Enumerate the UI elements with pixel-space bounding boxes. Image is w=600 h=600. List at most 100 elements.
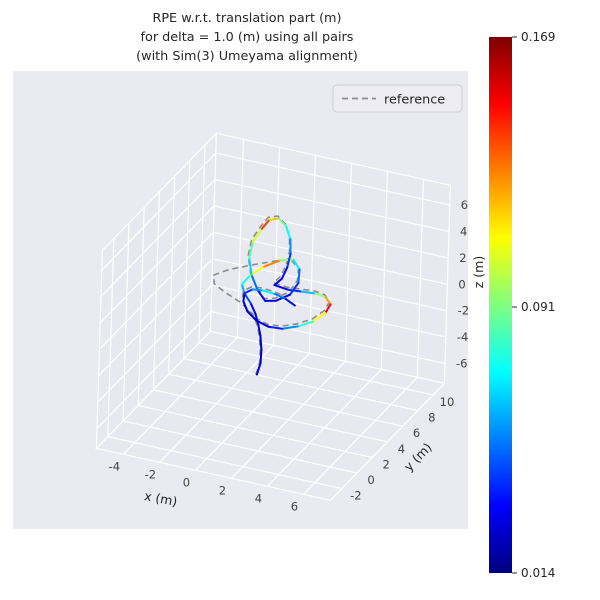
grid-line-x [266,171,388,487]
trajectory-segment [242,292,246,303]
trajectory-segment [281,325,299,330]
z-tick-label: -4 [457,330,468,344]
grid-line-y [137,207,373,458]
colorbar-bar [489,37,512,573]
grid-line-y [167,176,403,427]
grid-line-z [97,284,446,403]
x-tick-label: -4 [109,459,120,473]
trajectory-segment [267,325,284,330]
trajectory-segment [277,217,288,228]
grid-line-x [302,179,424,495]
z-tick-label: 2 [459,251,466,265]
grid-line-z [98,231,448,350]
trajectory-segment [248,257,253,277]
z-tick-label: -2 [458,304,469,318]
trajectory-segment [300,290,317,295]
trajectory-segment [273,284,289,291]
legend-reference-label: reference [384,93,445,108]
y-tick-label: 6 [413,426,420,440]
z-tick-label: 0 [458,277,465,291]
trajectory-segment [256,289,267,302]
grid-line-z [98,258,447,377]
trajectory-segment [286,252,292,269]
trajectory-segment [243,292,252,304]
y-tick-label: 2 [383,457,390,471]
trajectory-segment [284,298,296,307]
trajectory-segment [259,334,263,351]
y-tick-label: 4 [398,442,405,456]
colorbar-tick-label-mid: 0.091 [521,300,555,314]
z-tick-label: -6 [456,357,467,371]
grid-line-z [101,152,450,271]
trajectory-segment [249,302,257,316]
grid-line-x [230,163,352,479]
legend: reference [332,84,463,113]
x-tick-label: 6 [291,499,298,513]
trajectory-segment [285,225,292,241]
trajectory-segment [248,241,254,260]
chart-title-line-3: (with Sim(3) Umeyama alignment) [136,49,358,64]
y-tick-label: 10 [440,395,455,409]
x-tick-label: 4 [255,491,262,505]
colorbar-tick-label-max: 0.169 [521,30,555,44]
trajectory-segment [280,266,289,280]
colorbar: 0.169 0.091 0.014 [489,30,555,580]
trajectory-segment [249,265,266,277]
trajectory-segment [268,217,280,221]
z-axis-label: z (m) [471,256,486,288]
trajectory-segment [292,258,301,271]
trajectory-segment [314,292,327,299]
trajectory-segment [255,361,262,376]
trajectory-segment [255,319,270,328]
trajectory-segment [274,293,287,300]
chart-title: RPE w.r.t. translation part (m) for delt… [136,11,358,64]
trajectory-segment [246,310,258,322]
trajectory-segment [287,288,303,293]
y-tick-label: 0 [367,473,374,487]
trajectory-segment [260,218,271,230]
trajectory-segment [242,300,249,313]
trajectory-segment [261,289,276,295]
colorbar-tick-label-min: 0.014 [521,566,555,580]
grid-line-y [107,238,342,490]
grid-line-y [152,191,388,443]
grid-line-y [122,222,358,474]
trajectory-segment [289,281,300,296]
trajectory-segment [240,283,246,295]
trajectory-segment [297,268,301,284]
trajectory-segment [296,320,315,328]
chart-title-line-2: for delta = 1.0 (m) using all pairs [141,30,354,45]
trajectory-segment [240,274,252,286]
legend-box [332,84,463,113]
y-tick-label: -2 [350,489,361,503]
reference-trajectory [212,215,331,376]
trajectory-segment [279,258,295,262]
grid-line-x [194,155,316,471]
z-tick-label: 6 [461,198,468,212]
trajectory-segment [251,227,263,243]
grid-line-z [100,178,450,297]
grid-line-y [198,144,434,396]
trajectory-segment [324,303,332,315]
chart-title-line-1: RPE w.r.t. translation part (m) [152,11,341,26]
trajectory-segment [243,288,254,295]
grid-line-z [96,310,446,429]
trajectory-segment [312,312,327,323]
y-tick-label: 8 [428,411,435,425]
trajectory-segment [250,274,259,292]
trajectory-segment [263,259,282,268]
x-tick-label: 2 [219,483,226,497]
trajectory-segment [257,324,262,337]
trajectory-segment [259,348,263,364]
x-axis-label: x (m) [143,488,179,509]
trajectory-segment [251,288,264,292]
trajectory-segment [324,296,332,306]
grid-line-x [158,147,280,463]
grid-line-z [99,205,449,324]
grid-line-y [183,160,418,412]
grid-line-x [122,139,244,455]
z-tick-label: 4 [460,225,467,239]
